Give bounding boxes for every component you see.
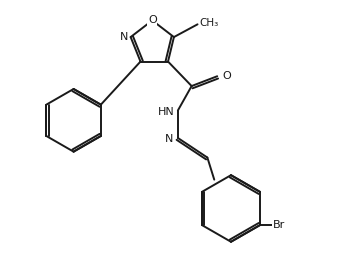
Text: Br: Br	[273, 220, 285, 230]
Text: HN: HN	[158, 108, 175, 118]
Text: O: O	[222, 71, 231, 81]
Text: N: N	[120, 32, 129, 42]
Text: CH₃: CH₃	[199, 18, 219, 28]
Text: O: O	[148, 15, 157, 25]
Text: N: N	[164, 134, 173, 144]
